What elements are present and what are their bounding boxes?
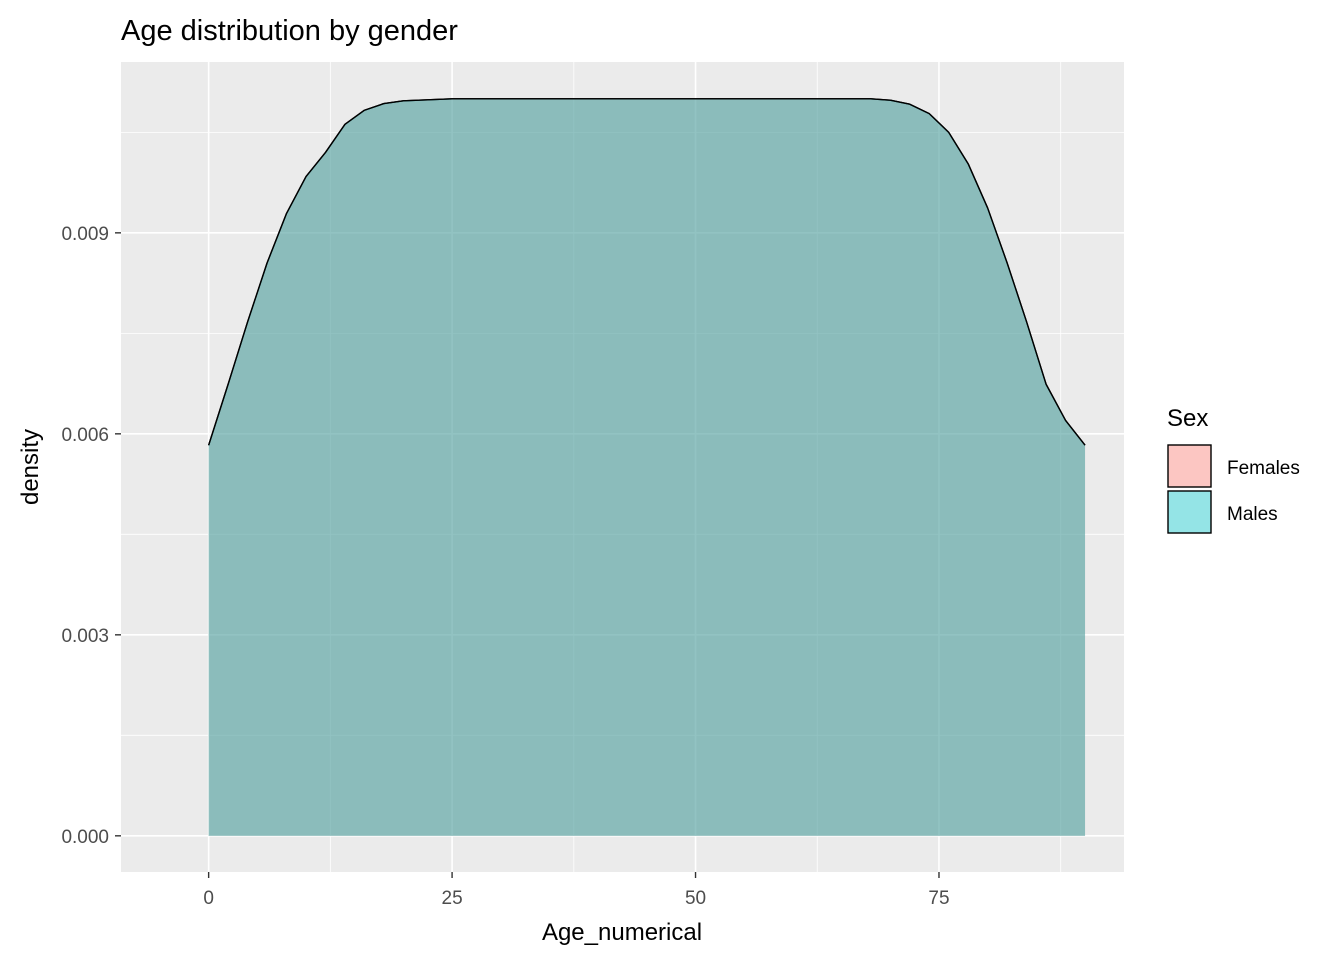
- density-area-females: [208, 98, 1086, 836]
- x-tick-label: 25: [442, 888, 463, 909]
- x-tick-label: 0: [203, 888, 214, 909]
- legend-label-males: Males: [1227, 504, 1278, 525]
- legend-key-males: [1167, 490, 1212, 534]
- chart-title: Age distribution by gender: [121, 15, 458, 47]
- legend-key-females: [1167, 444, 1212, 488]
- plot-panel: [121, 62, 1124, 872]
- density-series-layer: [207, 98, 1086, 836]
- y-tick-label: 0.000: [61, 827, 109, 848]
- x-tick-label: 50: [685, 888, 706, 909]
- major-gridlines: [121, 62, 1124, 872]
- x-axis-ticks: 0 25 50 75: [203, 872, 950, 909]
- density-area-males: [208, 98, 1086, 836]
- x-tick-label: 75: [928, 888, 949, 909]
- legend-label-females: Females: [1227, 458, 1300, 479]
- y-axis-ticks: 0.000 0.003 0.006 0.009: [61, 224, 121, 848]
- x-axis-title: Age_numerical: [542, 919, 702, 946]
- legend-title: Sex: [1167, 405, 1208, 432]
- y-tick-label: 0.006: [61, 425, 109, 446]
- density-outline-males: [207, 98, 1086, 446]
- minor-gridlines: [121, 62, 1124, 872]
- y-tick-label: 0.009: [61, 224, 109, 245]
- legend: Sex Females Males: [1167, 405, 1300, 534]
- legend-entries: Females Males: [1167, 444, 1300, 534]
- y-axis-title: density: [17, 429, 44, 505]
- y-tick-label: 0.003: [61, 626, 109, 647]
